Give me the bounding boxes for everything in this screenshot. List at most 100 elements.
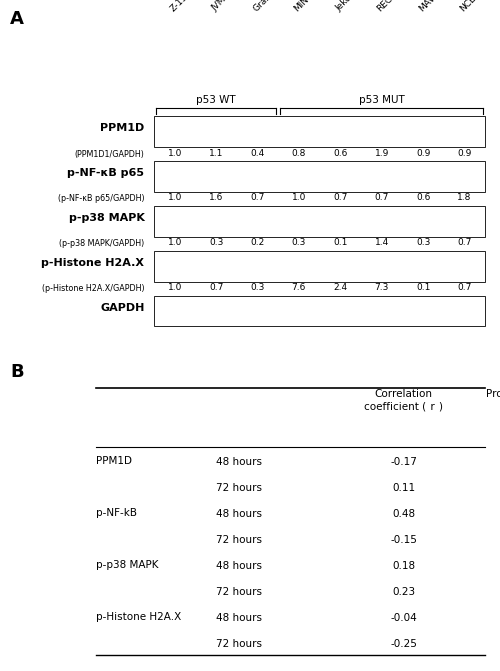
- Text: 0.2: 0.2: [250, 238, 264, 248]
- Text: 1.0: 1.0: [168, 148, 182, 158]
- FancyBboxPatch shape: [239, 261, 276, 272]
- Text: 1.4: 1.4: [374, 238, 389, 248]
- FancyBboxPatch shape: [239, 306, 276, 317]
- Text: 0.3: 0.3: [416, 238, 430, 248]
- Text: 2.4: 2.4: [333, 283, 347, 293]
- Text: -0.04: -0.04: [390, 613, 417, 623]
- Text: 0.7: 0.7: [333, 193, 347, 203]
- Text: 7.3: 7.3: [374, 283, 389, 293]
- Text: 7.6: 7.6: [292, 283, 306, 293]
- Text: (p-Histone H2A.X/GAPDH): (p-Histone H2A.X/GAPDH): [42, 285, 144, 293]
- Text: 0.7: 0.7: [458, 283, 471, 293]
- FancyBboxPatch shape: [280, 306, 318, 317]
- Text: 1.0: 1.0: [168, 283, 182, 293]
- Text: p-Histone H2A.X: p-Histone H2A.X: [96, 613, 182, 623]
- FancyBboxPatch shape: [239, 126, 276, 137]
- FancyBboxPatch shape: [364, 126, 400, 137]
- Text: p53 MUT: p53 MUT: [359, 95, 405, 105]
- FancyBboxPatch shape: [280, 261, 318, 272]
- Text: p-p38 MAPK: p-p38 MAPK: [96, 560, 159, 570]
- Text: p-Histone H2A.X: p-Histone H2A.X: [42, 258, 144, 268]
- FancyBboxPatch shape: [198, 216, 234, 227]
- Text: REC-1: REC-1: [376, 0, 401, 13]
- Text: 1.1: 1.1: [209, 148, 224, 158]
- Text: JVM-2: JVM-2: [210, 0, 234, 13]
- Text: 1.0: 1.0: [292, 193, 306, 203]
- Text: 48 hours: 48 hours: [216, 456, 262, 466]
- Text: MAVER-1: MAVER-1: [416, 0, 452, 13]
- Text: 1.0: 1.0: [168, 193, 182, 203]
- Bar: [154, 117, 485, 147]
- FancyBboxPatch shape: [198, 171, 234, 182]
- Text: 0.3: 0.3: [209, 238, 224, 248]
- FancyBboxPatch shape: [404, 171, 442, 182]
- Bar: [154, 206, 485, 237]
- Text: 0.1: 0.1: [416, 283, 430, 293]
- Text: 0.9: 0.9: [458, 148, 471, 158]
- Text: A: A: [10, 10, 24, 28]
- Bar: [154, 251, 485, 282]
- Text: 72 hours: 72 hours: [216, 482, 262, 493]
- FancyBboxPatch shape: [322, 216, 358, 227]
- Text: (p-p38 MAPK/GAPDH): (p-p38 MAPK/GAPDH): [59, 240, 144, 248]
- Text: 0.11: 0.11: [392, 482, 415, 493]
- FancyBboxPatch shape: [404, 261, 442, 272]
- FancyBboxPatch shape: [322, 171, 358, 182]
- Text: 0.7: 0.7: [374, 193, 389, 203]
- FancyBboxPatch shape: [239, 171, 276, 182]
- FancyBboxPatch shape: [364, 261, 400, 272]
- FancyBboxPatch shape: [446, 216, 483, 227]
- Text: GAPDH: GAPDH: [100, 303, 144, 313]
- Text: Jeko-1: Jeko-1: [334, 0, 360, 13]
- Text: 0.7: 0.7: [209, 283, 224, 293]
- Text: 0.6: 0.6: [333, 148, 347, 158]
- Text: 0.9: 0.9: [416, 148, 430, 158]
- Text: -0.25: -0.25: [390, 639, 417, 649]
- Text: 0.3: 0.3: [292, 238, 306, 248]
- FancyBboxPatch shape: [322, 306, 358, 317]
- Text: Z-138: Z-138: [168, 0, 194, 13]
- Text: -0.17: -0.17: [390, 456, 417, 466]
- Bar: [154, 161, 485, 192]
- Text: 0.18: 0.18: [392, 561, 415, 570]
- Text: 0.7: 0.7: [250, 193, 264, 203]
- Text: -0.15: -0.15: [390, 535, 417, 545]
- FancyBboxPatch shape: [404, 306, 442, 317]
- FancyBboxPatch shape: [322, 126, 358, 137]
- Text: 1.8: 1.8: [458, 193, 471, 203]
- FancyBboxPatch shape: [446, 171, 483, 182]
- Text: 48 hours: 48 hours: [216, 613, 262, 623]
- FancyBboxPatch shape: [446, 261, 483, 272]
- Text: 72 hours: 72 hours: [216, 535, 262, 545]
- FancyBboxPatch shape: [156, 261, 193, 272]
- Text: Granta-519: Granta-519: [251, 0, 294, 13]
- Text: NCEB-1: NCEB-1: [458, 0, 488, 13]
- Text: 48 hours: 48 hours: [216, 561, 262, 570]
- Text: Probability
(  P  ): Probability ( P ): [486, 389, 500, 412]
- FancyBboxPatch shape: [280, 171, 318, 182]
- FancyBboxPatch shape: [280, 216, 318, 227]
- Text: 48 hours: 48 hours: [216, 509, 262, 519]
- FancyBboxPatch shape: [322, 261, 358, 272]
- FancyBboxPatch shape: [198, 261, 234, 272]
- FancyBboxPatch shape: [156, 126, 193, 137]
- FancyBboxPatch shape: [156, 306, 193, 317]
- Text: 0.23: 0.23: [392, 586, 415, 597]
- Text: p-p38 MAPK: p-p38 MAPK: [68, 213, 144, 223]
- Text: 72 hours: 72 hours: [216, 639, 262, 649]
- Text: 0.8: 0.8: [292, 148, 306, 158]
- Text: MINO: MINO: [292, 0, 316, 13]
- Bar: [154, 296, 485, 327]
- Text: 0.48: 0.48: [392, 509, 415, 519]
- Text: (PPM1D1/GAPDH): (PPM1D1/GAPDH): [74, 150, 144, 158]
- FancyBboxPatch shape: [404, 126, 442, 137]
- FancyBboxPatch shape: [280, 126, 318, 137]
- Text: 1.6: 1.6: [209, 193, 224, 203]
- FancyBboxPatch shape: [198, 306, 234, 317]
- FancyBboxPatch shape: [364, 216, 400, 227]
- Text: 1.0: 1.0: [168, 238, 182, 248]
- Text: Correlation
coefficient (  r  ): Correlation coefficient ( r ): [364, 389, 443, 412]
- FancyBboxPatch shape: [364, 306, 400, 317]
- Text: PPM1D: PPM1D: [100, 123, 144, 133]
- FancyBboxPatch shape: [156, 171, 193, 182]
